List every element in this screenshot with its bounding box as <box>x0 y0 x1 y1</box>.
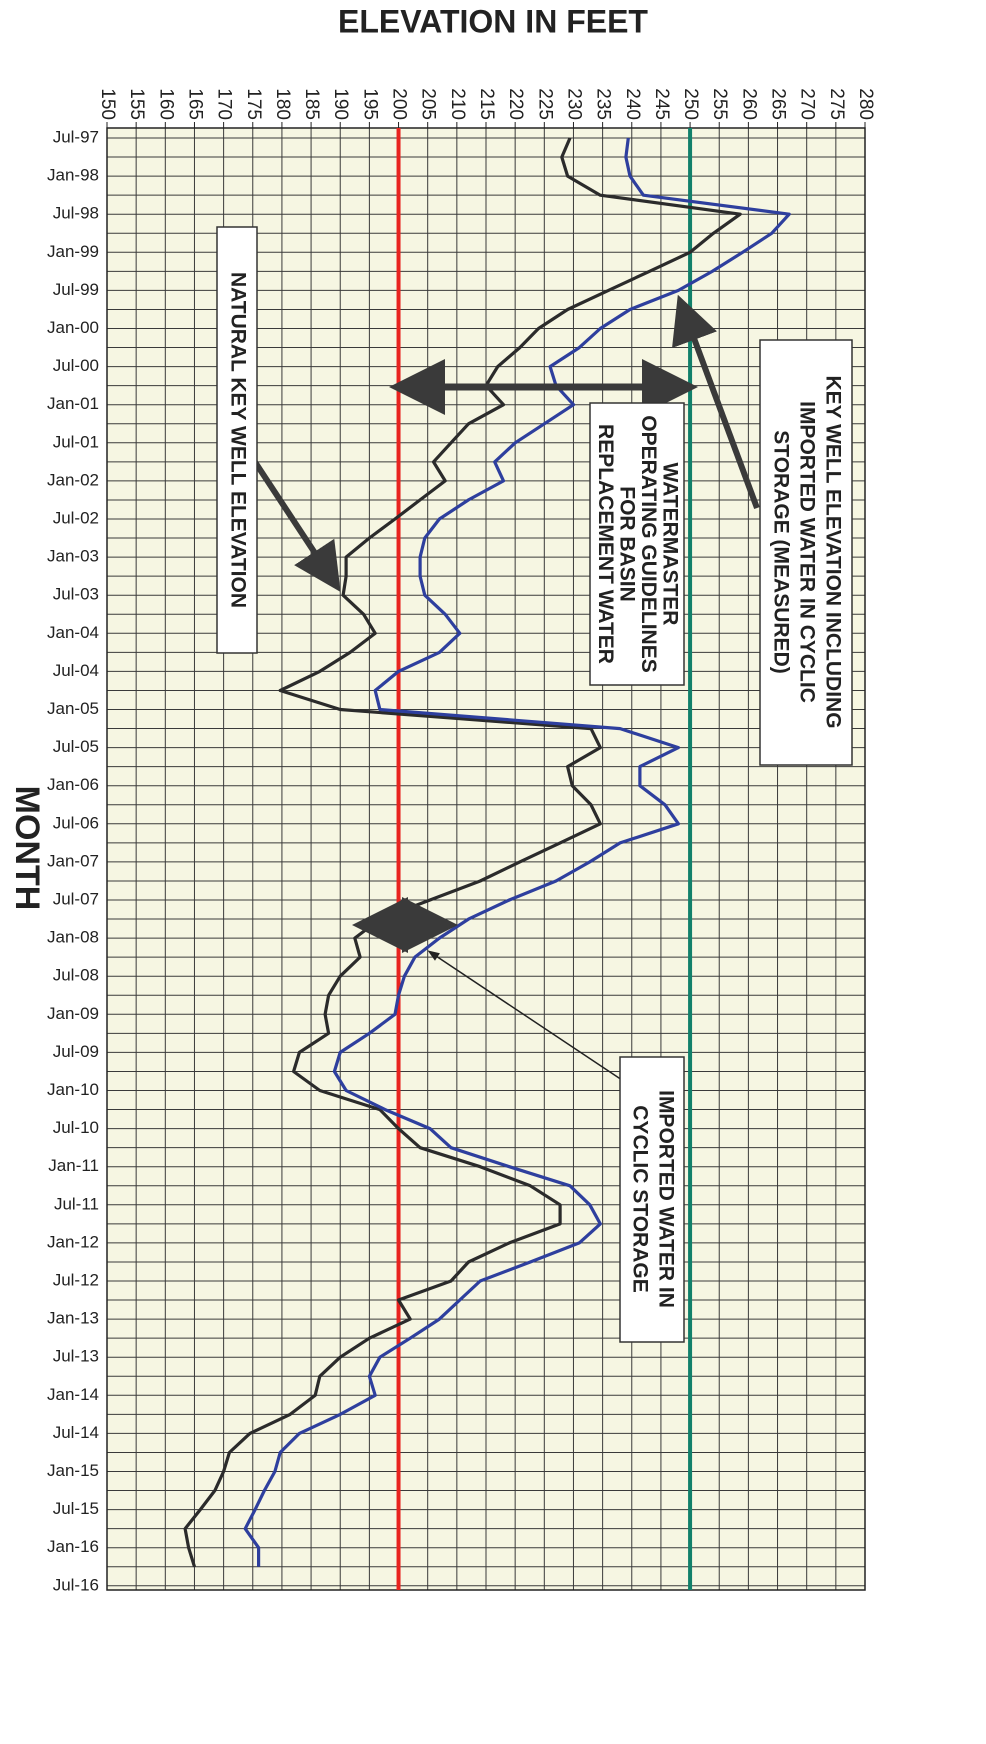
annotation-box <box>216 226 258 654</box>
annotation-text: REPLACEMENT WATER <box>594 424 617 664</box>
annotation-box <box>589 402 685 686</box>
x-tick-label: 280 <box>855 88 876 120</box>
annotation-text: FOR BASIN <box>616 486 639 602</box>
y-tick-label: Jul-12 <box>53 1270 99 1289</box>
pointer-arrow <box>672 294 760 510</box>
y-tick-label: Jul-10 <box>53 1118 99 1137</box>
y-tick-label: Jul-16 <box>53 1575 99 1594</box>
y-tick-label: Jul-06 <box>53 813 99 832</box>
x-tick-label: 270 <box>797 88 818 120</box>
y-tick-label: Jul-15 <box>53 1499 99 1518</box>
x-tick-label: 150 <box>97 88 118 120</box>
y-tick-label: Jul-02 <box>53 508 99 527</box>
x-tick-label: 240 <box>622 88 643 120</box>
x-tick-label: 260 <box>738 88 759 120</box>
x-tick-label: 275 <box>826 88 847 120</box>
y-tick-label: Jan-00 <box>47 318 99 337</box>
x-tick-label: 175 <box>243 88 264 120</box>
y-tick-label: Jan-13 <box>47 1309 99 1328</box>
y-tick-label: Jan-06 <box>47 775 99 794</box>
chart-title: ELEVATION IN FEET <box>338 3 648 39</box>
y-tick-label: Jan-11 <box>48 1156 99 1175</box>
y-tick-label: Jan-09 <box>47 1004 99 1023</box>
y-tick-label: Jan-01 <box>47 394 99 413</box>
x-tick-label: 250 <box>680 88 701 120</box>
y-tick-label: Jul-03 <box>53 585 99 604</box>
x-tick-label: 190 <box>330 88 351 120</box>
x-tick-label: 215 <box>476 88 497 120</box>
x-tick-label: 255 <box>709 88 730 120</box>
pointer-arrow <box>252 460 341 593</box>
y-tick-label: Jan-99 <box>47 242 99 261</box>
y-tick-label: Jan-05 <box>47 699 99 718</box>
x-tick-label: 225 <box>534 88 555 120</box>
annotation-box <box>619 1056 685 1343</box>
y-tick-label: Jul-00 <box>53 356 99 375</box>
x-tick-label: 210 <box>447 88 468 120</box>
y-tick-label: Jan-04 <box>47 623 99 642</box>
y-tick-label: Jan-10 <box>47 1080 99 1099</box>
x-tick-label: 195 <box>359 88 380 120</box>
x-tick-label: 245 <box>651 88 672 120</box>
x-tick-label: 170 <box>214 88 235 120</box>
x-tick-label: 160 <box>155 88 176 120</box>
y-tick-label: Jul-05 <box>53 737 99 756</box>
annotation-box <box>759 339 853 766</box>
y-tick-label: Jan-08 <box>47 928 99 947</box>
y-tick-label: Jul-14 <box>53 1423 99 1442</box>
y-tick-label: Jul-11 <box>54 1194 99 1213</box>
y-tick-label: Jan-12 <box>47 1232 99 1251</box>
y-tick-label: Jul-13 <box>53 1347 99 1366</box>
annotations: NATURAL KEY WELL ELEVATION KEY WELL ELEVA… <box>216 226 853 1343</box>
pointer-arrow <box>427 950 623 1081</box>
plot-frame <box>106 127 866 1591</box>
y-tick-label: Jul-99 <box>53 280 99 299</box>
x-tick-label: 230 <box>563 88 584 120</box>
x-tick-label: 265 <box>768 88 789 120</box>
y-tick-label: Jul-97 <box>53 127 99 146</box>
annotation-text: WATERMASTER <box>659 463 682 626</box>
x-tick-label: 185 <box>301 88 322 120</box>
annotation-text: IMPORTED WATER IN CYCLIC <box>795 401 818 703</box>
y-tick-label: Jul-09 <box>53 1042 99 1061</box>
x-tick-label: 220 <box>505 88 526 120</box>
x-tick-label: 200 <box>389 88 410 120</box>
y-tick-label: Jan-98 <box>47 166 99 185</box>
annotation-text: KEY WELL ELEVATION INCLUDING <box>821 375 844 728</box>
annotation-text: OPERATING GUIDELINES <box>637 415 660 672</box>
y-tick-label: Jan-15 <box>47 1461 99 1480</box>
x-tick-label: 205 <box>418 88 439 120</box>
y-tick-label: Jul-98 <box>53 204 99 223</box>
x-tick-label: 155 <box>126 88 147 120</box>
x-tick-label: 165 <box>184 88 205 120</box>
annotation-text: NATURAL KEY WELL ELEVATION <box>226 272 249 608</box>
annotation-text: IMPORTED WATER IN <box>654 1090 677 1308</box>
y-tick-label: Jan-07 <box>47 851 99 870</box>
x-tick-label: 180 <box>272 88 293 120</box>
y-tick-label: Jul-01 <box>53 432 99 451</box>
y-axis-title: MONTH <box>8 786 46 911</box>
y-tick-label: Jan-16 <box>47 1537 99 1556</box>
y-tick-label: Jan-03 <box>47 547 99 566</box>
x-tick-label: 235 <box>593 88 614 120</box>
y-tick-label: Jul-07 <box>53 889 99 908</box>
y-tick-label: Jan-02 <box>47 470 99 489</box>
y-tick-label: Jul-08 <box>53 966 99 985</box>
annotation-text: STORAGE (MEASURED) <box>769 430 792 673</box>
y-tick-label: Jan-14 <box>47 1385 99 1404</box>
annotation-text: CYCLIC STORAGE <box>628 1105 651 1292</box>
y-tick-label: Jul-04 <box>53 661 99 680</box>
